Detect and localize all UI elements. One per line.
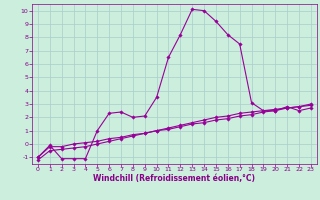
X-axis label: Windchill (Refroidissement éolien,°C): Windchill (Refroidissement éolien,°C) (93, 174, 255, 183)
